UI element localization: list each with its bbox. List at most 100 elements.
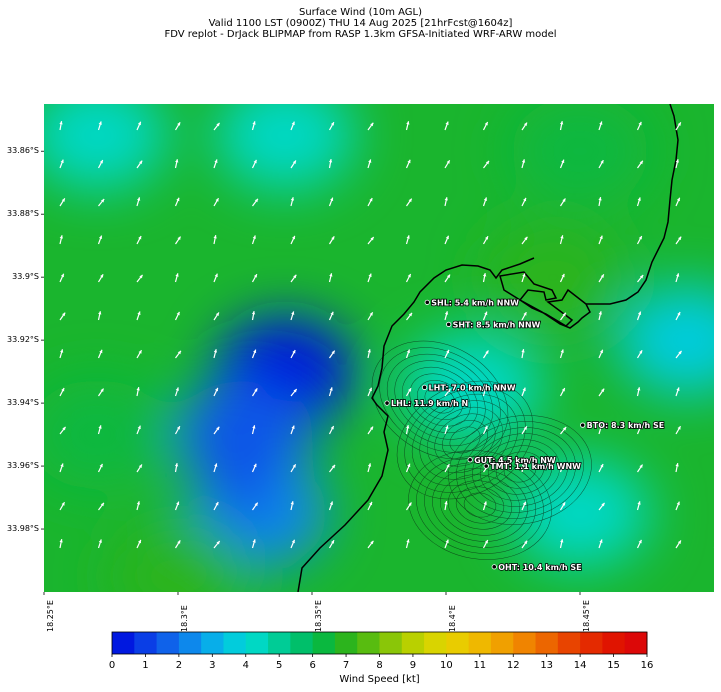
wind-arrow	[328, 311, 334, 321]
contour-1-3	[487, 445, 553, 495]
chart-source: FDV replot - DrJack BLIPMAP from RASP 1.…	[164, 29, 557, 40]
colorbar-title: Wind Speed [kt]	[339, 674, 420, 685]
contour-2-5	[432, 468, 528, 542]
wind-arrow	[97, 235, 103, 245]
wind-arrow	[251, 311, 256, 321]
wind-arrow	[367, 273, 372, 283]
wind-arrow	[559, 539, 564, 549]
wind-arrow	[59, 235, 63, 245]
colorbar-tick-label: 0	[108, 660, 116, 671]
wind-arrow	[252, 502, 259, 511]
wind-arrow	[405, 349, 411, 359]
station-label: SHL: 5.4 km/h NNW	[431, 298, 519, 307]
wind-arrow	[136, 539, 142, 549]
station-dot	[491, 564, 497, 570]
wind-arrow	[598, 121, 603, 131]
wind-arrow	[636, 539, 642, 549]
wind-arrow	[174, 197, 180, 207]
wind-arrow	[521, 349, 525, 359]
wind-arrow	[97, 273, 104, 283]
station-lhl[interactable]: LHL: 11.9 km/h N	[384, 398, 469, 409]
wind-arrow	[136, 121, 142, 131]
station-lht[interactable]: LHT: 7.0 km/h NNW	[421, 383, 517, 393]
colorbar-segment	[379, 632, 403, 654]
wind-arrow	[483, 160, 490, 169]
speed-low-band	[221, 406, 269, 527]
wind-arrow	[521, 501, 527, 511]
wind-arrow	[598, 463, 604, 473]
colorbar-segment	[602, 632, 626, 654]
wind-arrow	[97, 121, 102, 131]
wind-arrow	[136, 235, 142, 245]
wind-arrow	[637, 160, 644, 169]
station-oht[interactable]: OHT: 10.4 km/h SE	[491, 562, 582, 573]
contour-0-5	[419, 400, 511, 480]
contour-3-3	[409, 373, 471, 427]
wind-arrow	[598, 159, 604, 169]
station-dot	[384, 400, 390, 406]
station-label: OHT: 10.4 km/h SE	[498, 563, 581, 572]
station-tmt[interactable]: TMT: 1.1 km/h WNW	[483, 461, 582, 472]
wind-arrow	[328, 236, 335, 245]
colorbar-segment	[535, 632, 559, 654]
contour-0-4	[427, 406, 503, 474]
wind-arrow	[290, 539, 296, 549]
wind-arrow	[675, 501, 680, 511]
wind-arrow	[98, 198, 105, 207]
contour-1-5	[472, 433, 568, 507]
station-dot	[467, 457, 473, 463]
colorbar	[111, 631, 648, 657]
wind-arrow	[328, 387, 333, 397]
wind-arrow	[328, 539, 335, 549]
contour-2-1	[463, 492, 497, 518]
wind-arrow	[675, 311, 681, 321]
wind-arrow	[482, 311, 488, 321]
wind-arrow	[405, 463, 411, 473]
wind-arrow	[521, 159, 526, 169]
contour-1-4	[480, 439, 560, 501]
speed-blob-11	[44, 379, 168, 490]
wind-arrow	[251, 463, 257, 473]
wind-arrow	[675, 236, 682, 245]
wind-arrow	[59, 159, 64, 169]
wind-arrow	[367, 540, 374, 549]
harbour-outline	[499, 271, 591, 329]
wind-arrow	[675, 350, 683, 359]
wind-arrow	[559, 349, 564, 359]
wind-arrow	[636, 387, 641, 397]
colorbar-segment	[178, 632, 202, 654]
station-gut[interactable]: GUT: 4.5 km/h NW	[467, 455, 557, 466]
wind-arrow	[290, 349, 296, 359]
wind-arrow	[136, 274, 144, 283]
wind-arrow	[482, 121, 489, 131]
terrain-contours	[371, 340, 592, 560]
colorbar-segment	[112, 632, 135, 654]
wind-arrow	[328, 197, 334, 207]
station-sht[interactable]: SHT: 8.5 km/h NNW	[446, 320, 541, 330]
wind-arrow	[174, 540, 181, 549]
wind-arrow	[598, 539, 603, 549]
station-dot	[446, 321, 452, 327]
wind-arrow	[213, 273, 218, 283]
chart-title: Surface Wind (10m AGL)	[298, 7, 423, 18]
wind-arrow	[521, 540, 528, 549]
wind-arrow	[598, 349, 604, 359]
colorbar-tick-label: 6	[309, 660, 316, 671]
contour-3-2	[417, 380, 463, 420]
contour-2-2	[455, 486, 505, 524]
colorbar-tick-label: 4	[242, 660, 249, 671]
station-shl[interactable]: SHL: 5.4 km/h NNW	[424, 298, 520, 308]
contour-1-8	[448, 415, 592, 525]
wind-arrow	[405, 159, 411, 169]
wind-arrow	[598, 274, 605, 283]
station-dot	[421, 384, 428, 390]
wind-arrow	[251, 425, 256, 435]
wind-arrow	[444, 501, 448, 511]
lon-label: 18.4°E	[448, 605, 457, 632]
station-bto[interactable]: BTO: 8.3 km/h SE	[580, 420, 665, 431]
wind-arrow	[59, 463, 64, 473]
wind-arrow	[328, 121, 335, 131]
colorbar-segment	[557, 632, 581, 654]
wind-arrow	[406, 312, 413, 321]
